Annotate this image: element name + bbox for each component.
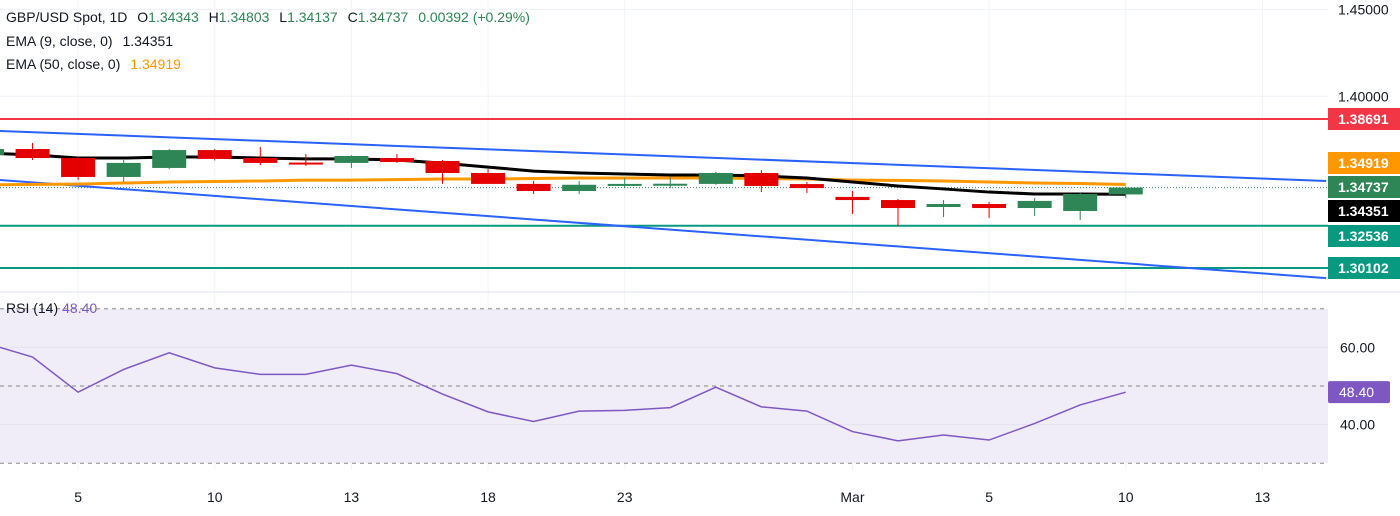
time-axis-label: 18: [480, 489, 496, 505]
price-tag-label: 1.38691: [1338, 111, 1389, 127]
candle-down[interactable]: [425, 161, 460, 173]
rsi-line[interactable]: [0, 344, 1126, 442]
price-tag: [1328, 257, 1400, 279]
time-axis-label: 23: [617, 489, 633, 505]
price-axis-label: 1.40000: [1338, 88, 1389, 104]
price-tag-label: 1.34351: [1338, 203, 1389, 219]
ema9-label: EMA (9, close, 0): [6, 33, 113, 49]
time-axis-label: Mar: [840, 489, 864, 505]
ohlc-legend: GBP/USD Spot, 1D O1.34343 H1.34803 L1.34…: [6, 9, 536, 25]
candle-up[interactable]: [0, 149, 4, 155]
candle-down[interactable]: [972, 204, 1007, 209]
rsi-label: RSI (14): [6, 300, 59, 316]
candle-up[interactable]: [1108, 187, 1143, 195]
candle-down[interactable]: [197, 150, 232, 159]
high-value: 1.34803: [218, 9, 270, 25]
low-label: L: [279, 9, 288, 25]
candle-up[interactable]: [106, 162, 141, 177]
high-label: H: [208, 9, 219, 25]
candle-down[interactable]: [288, 162, 323, 165]
price-tag: [1328, 108, 1400, 130]
candle-up[interactable]: [926, 204, 961, 207]
candle-up[interactable]: [562, 184, 597, 192]
change-value: 0.00392 (+0.29%): [418, 9, 530, 25]
price-tag-label: 1.34737: [1338, 179, 1389, 195]
candle-up[interactable]: [1017, 200, 1052, 209]
price-tag-label: 1.30102: [1338, 260, 1389, 276]
rsi-axis-label: 40.00: [1340, 417, 1375, 433]
time-axis-label: 10: [1118, 489, 1134, 505]
candle-up[interactable]: [334, 155, 369, 163]
ema50-legend[interactable]: EMA (50, close, 0) 1.34919: [6, 56, 187, 72]
candle-up[interactable]: [152, 150, 187, 168]
time-axis-label: 5: [74, 489, 82, 505]
close-label: C: [347, 9, 358, 25]
ema50-label: EMA (50, close, 0): [6, 56, 121, 72]
candle-down[interactable]: [835, 196, 870, 201]
price-tag: [1328, 176, 1400, 198]
ema50-value: 1.34919: [130, 56, 181, 72]
rsi-value-tag: [1328, 381, 1390, 404]
candle-down[interactable]: [881, 200, 915, 209]
price-axis-label: 1.45000: [1338, 2, 1389, 18]
price-tag: [1328, 225, 1400, 247]
open-value: 1.34343: [148, 9, 199, 25]
price-tag: [1328, 152, 1400, 174]
open-label: O: [137, 9, 149, 25]
candle-down[interactable]: [789, 184, 824, 189]
candle-down[interactable]: [516, 183, 551, 192]
rsi-value: 48.40: [62, 300, 98, 316]
candle-up[interactable]: [607, 183, 642, 186]
upper-trendline[interactable]: [0, 129, 1327, 182]
ema9-value: 1.34351: [122, 33, 174, 49]
symbol-title: GBP/USD Spot, 1D: [6, 9, 128, 25]
price-tag: [1328, 200, 1400, 222]
candle-up[interactable]: [1063, 193, 1098, 211]
candle-down[interactable]: [61, 158, 96, 177]
candle-down[interactable]: [243, 158, 278, 163]
time-axis-label: 13: [344, 489, 360, 505]
candle-up[interactable]: [653, 183, 688, 186]
ema9-legend[interactable]: EMA (9, close, 0) 1.34351: [6, 33, 179, 49]
ema50-line[interactable]: [0, 176, 1126, 187]
price-tag-label: 1.32536: [1338, 228, 1389, 244]
rsi-axis-label: 60.00: [1340, 339, 1375, 355]
candle-down[interactable]: [471, 172, 506, 184]
candle-up[interactable]: [698, 172, 733, 184]
candle-down[interactable]: [15, 149, 50, 159]
time-axis-label: 13: [1255, 489, 1271, 505]
candle-down[interactable]: [744, 172, 779, 186]
candle-down[interactable]: [379, 158, 414, 163]
lower-trendline[interactable]: [0, 179, 1327, 280]
close-value: 1.34737: [357, 9, 409, 25]
time-axis-label: 5: [985, 489, 993, 505]
low-value: 1.34137: [287, 9, 338, 25]
rsi-value-tag-label: 48.40: [1339, 384, 1374, 400]
time-axis-label: 10: [207, 489, 223, 505]
rsi-legend[interactable]: RSI (14) 48.40: [6, 300, 97, 316]
price-tag-label: 1.34919: [1338, 155, 1389, 171]
